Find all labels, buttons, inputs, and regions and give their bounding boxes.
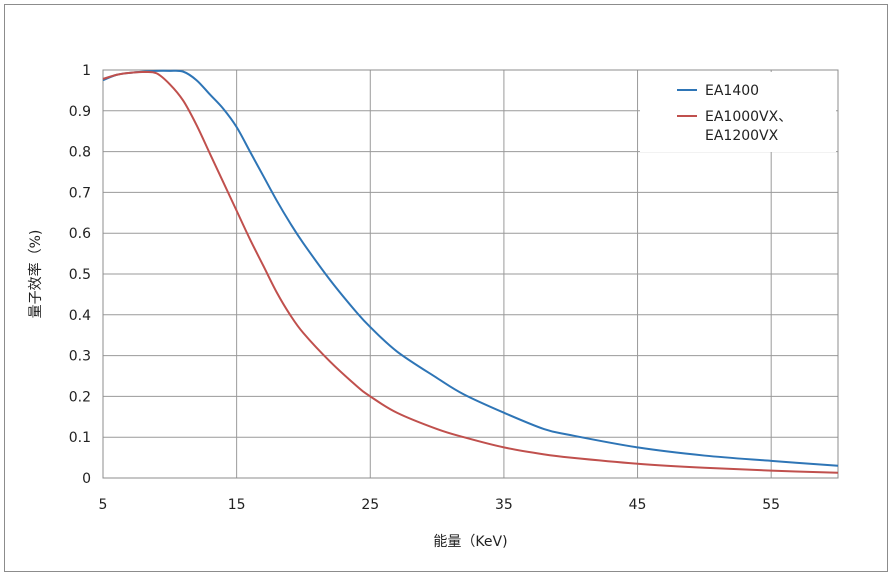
series-line-0 <box>102 69 839 467</box>
x-tick-label: 15 <box>228 497 246 513</box>
y-tick-label: 0.4 <box>69 308 91 324</box>
legend-label-ea1000vx-ea1200vx: EA1000VX、 EA1200VX <box>705 109 792 144</box>
y-axis-title: 量子效率（%) <box>27 230 44 319</box>
plot-area-border <box>102 69 839 479</box>
y-tick-label: 0.3 <box>69 349 91 365</box>
y-tick-label: 0.7 <box>69 185 91 201</box>
y-tick-label: 1 <box>82 63 91 79</box>
x-tick-label: 35 <box>495 497 513 513</box>
x-tick-label: 55 <box>762 497 780 513</box>
y-tick-label: 0.2 <box>69 389 91 405</box>
x-tick-label: 45 <box>629 497 647 513</box>
series-line-1 <box>102 70 839 474</box>
x-tick-label: 5 <box>99 497 108 513</box>
y-axis-tick-labels: 0 0.1 0.2 0.3 0.4 0.5 0.6 0.7 0.8 0.9 1 <box>69 63 91 487</box>
y-tick-label: 0.1 <box>69 430 91 446</box>
y-tick-label: 0.5 <box>69 267 91 283</box>
legend: EA1400 EA1000VX、 EA1200VX <box>640 72 836 152</box>
y-tick-label: 0.6 <box>69 226 91 242</box>
x-axis-tick-labels: 5 15 25 35 45 55 <box>99 497 781 513</box>
y-tick-label: 0 <box>82 471 91 487</box>
x-axis-title: 能量（KeV) <box>433 534 507 550</box>
series-group <box>102 69 839 474</box>
legend-background <box>640 72 836 152</box>
y-tick-label: 0.8 <box>69 145 91 161</box>
x-tick-label: 25 <box>361 497 379 513</box>
legend-label-ea1400: EA1400 <box>705 83 759 99</box>
y-tick-label: 0.9 <box>69 104 91 120</box>
